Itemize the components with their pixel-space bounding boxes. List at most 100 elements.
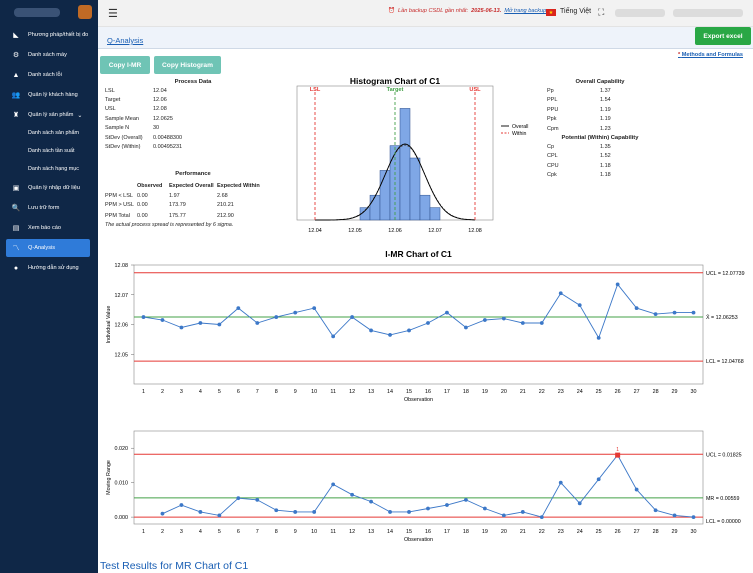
data-point (274, 508, 279, 513)
data-point (312, 306, 317, 311)
data-point (236, 306, 241, 311)
data-point (236, 496, 241, 501)
ref-label-target: Target (387, 87, 404, 93)
x-tick-label: 25 (596, 529, 602, 535)
x-tick-label: 28 (653, 529, 659, 535)
data-point (331, 482, 336, 487)
gear-icon: ⚙ (12, 51, 20, 59)
ucl-label: UCL = 12.07739 (706, 271, 745, 277)
x-tick-label: 4 (199, 389, 202, 395)
data-point (691, 310, 696, 315)
data-point (634, 306, 639, 311)
data-point (388, 333, 392, 337)
histogram-x-tick-label: 12.05 (348, 228, 362, 234)
x-tick-label: 25 (596, 389, 602, 395)
account-menu-blurred[interactable] (673, 9, 743, 17)
center-label: X̄ = 12.06253 (706, 314, 738, 321)
x-tick-label: 1 (142, 389, 145, 395)
sidebar-subitem-frequency-list[interactable]: Danh sách tần suất (28, 148, 75, 154)
backup-link[interactable]: Mở trang backup (504, 8, 547, 14)
x-tick-label: 16 (425, 529, 431, 535)
x-tick-label: 3 (180, 389, 183, 395)
x-tick-label: 9 (294, 389, 297, 395)
x-tick-label: 29 (672, 529, 678, 535)
data-point (464, 497, 468, 502)
data-point (464, 325, 468, 330)
y-axis-label: Moving Range (106, 460, 112, 495)
data-point (407, 510, 411, 514)
x-tick-label: 20 (501, 529, 507, 535)
breadcrumb-q-analysis[interactable]: Q-Analysis (107, 36, 144, 45)
x-tick-label: 21 (520, 389, 526, 395)
control-plot-area (133, 430, 704, 525)
data-point (198, 321, 203, 325)
sidebar-item-measurement[interactable]: ◣ Phương pháp/thiết bị đo (13, 31, 89, 39)
x-tick-label: 17 (444, 389, 450, 395)
sidebar-item-products[interactable]: ♜ Quản lý sản phẩm ⌄ (12, 111, 83, 119)
sidebar-subitem-category-list[interactable]: Danh sách hạng mục (28, 166, 79, 172)
methods-formulas-link[interactable]: * Methods and Formulas (678, 52, 743, 58)
x-tick-label: 17 (444, 529, 450, 535)
fullscreen-icon[interactable]: ⛶ (598, 7, 605, 17)
data-point (369, 328, 373, 333)
data-point (312, 510, 317, 514)
y-tick-label: 12.08 (115, 263, 129, 269)
vietnam-flag-icon[interactable]: ★ (546, 9, 556, 16)
x-tick-label: 15 (406, 529, 412, 535)
sidebar-item-reports[interactable]: ▤ Xem báo cáo (12, 224, 61, 232)
sidebar-item-q-analysis[interactable]: 〽 Q-Analysis (6, 239, 90, 257)
data-point (350, 315, 355, 319)
data-point (501, 316, 506, 321)
language-selector[interactable]: Tiếng Việt (560, 8, 592, 15)
hamburger-menu-icon[interactable]: ☰ (108, 8, 118, 20)
data-point (653, 508, 658, 513)
x-tick-label: 11 (330, 529, 336, 535)
ref-label-usl: USL (469, 87, 481, 93)
x-tick-label: 23 (558, 389, 564, 395)
x-axis-label: Observation (404, 537, 433, 543)
data-point (482, 506, 487, 511)
copy-imr-button[interactable]: Copy I-MR (100, 56, 150, 74)
data-point (255, 321, 260, 325)
sidebar-item-form-storage[interactable]: 🔍 Lưu trữ form (11, 204, 60, 212)
data-point (160, 318, 165, 322)
x-tick-label: 10 (311, 529, 317, 535)
legend-overall-label: Overall (512, 124, 528, 130)
sidebar-item-customers[interactable]: 👥 Quản lý khách hàng (11, 91, 78, 99)
x-tick-label: 6 (237, 389, 240, 395)
export-excel-button[interactable]: Export excel (695, 27, 751, 45)
y-tick-label: 12.06 (115, 323, 129, 329)
x-tick-label: 23 (558, 529, 564, 535)
user-info-blurred (615, 9, 665, 17)
data-point (501, 513, 506, 518)
sidebar-subitem-product-list[interactable]: Danh sách sản phẩm (28, 130, 79, 136)
data-point (293, 310, 298, 315)
data-point (445, 503, 449, 507)
y-tick-label: 12.07 (115, 293, 129, 299)
histogram-x-tick-label: 12.06 (388, 228, 402, 234)
x-tick-label: 24 (577, 389, 583, 395)
x-tick-label: 13 (368, 389, 374, 395)
logo-accent-icon (78, 5, 92, 19)
legend-within-label: Within (512, 131, 527, 137)
sidebar: ◣ Phương pháp/thiết bị đo ⚙ Danh sách máy … (0, 0, 98, 573)
histogram-bar (429, 207, 441, 221)
x-tick-label: 11 (330, 389, 336, 395)
y-axis-label: Individual Value (106, 306, 112, 344)
x-tick-label: 27 (634, 389, 640, 395)
sidebar-item-guide[interactable]: ● Hướng dẫn sử dụng (13, 264, 79, 272)
data-point (482, 318, 487, 322)
sidebar-item-errors[interactable]: ▲ Danh sách lỗi (12, 71, 62, 79)
data-point (558, 480, 563, 485)
sidebar-item-data-input[interactable]: ▣ Quản lý nhập dữ liệu (12, 184, 80, 192)
y-tick-label: 0.010 (115, 481, 129, 487)
control-chart-title: I-MR Chart of C1 (385, 249, 452, 259)
users-icon: 👥 (11, 91, 21, 99)
x-tick-label: 12 (349, 389, 355, 395)
sidebar-item-machines[interactable]: ⚙ Danh sách máy (12, 51, 67, 59)
logo[interactable] (0, 0, 98, 25)
copy-histogram-button[interactable]: Copy Histogram (154, 56, 221, 74)
data-point (520, 510, 525, 514)
chevron-down-icon: ⌄ (77, 112, 83, 119)
y-tick-label: 0.000 (115, 515, 129, 521)
